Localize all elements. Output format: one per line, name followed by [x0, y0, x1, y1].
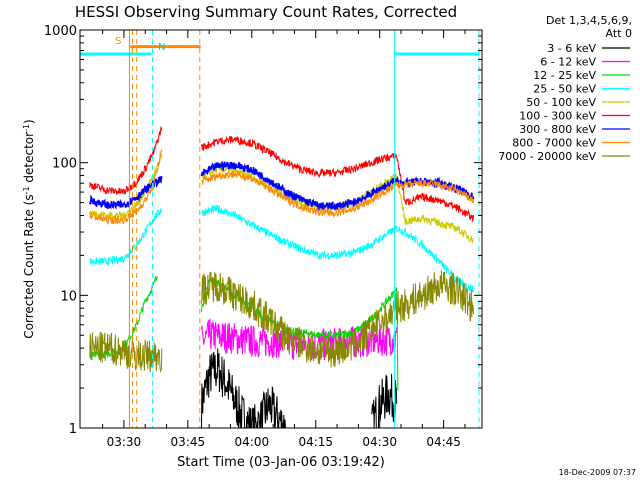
x-tick-label: 04:15 — [298, 435, 333, 449]
series-line-4 — [89, 204, 474, 293]
y-axis: 1 10 100 1000 — [44, 24, 482, 437]
x-tick-label: 03:30 — [107, 435, 142, 449]
x-axis: 03:30 03:45 04:00 04:15 04:30 04:45 — [102, 30, 466, 449]
legend-label-1: 3 - 6 keV — [547, 42, 596, 55]
series-line-1 — [201, 348, 398, 429]
legend-label-6: 100 - 300 keV — [519, 110, 596, 123]
legend-label-4: 25 - 50 keV — [533, 83, 596, 96]
x-tick-label: 04:00 — [235, 435, 270, 449]
markers-layer — [128, 30, 480, 428]
saa-flag-label: S — [115, 36, 121, 47]
series-line-6 — [89, 126, 474, 223]
series-line-7 — [89, 160, 475, 212]
y-axis-label-main: Corrected Count Rate (s — [22, 194, 36, 338]
night-flag-label: N — [158, 42, 165, 53]
x-tick-label: 03:45 — [171, 435, 206, 449]
legend-header-attenuator: Att 0 — [606, 27, 632, 40]
legend-label-7: 300 - 800 keV — [519, 123, 596, 136]
series-layer — [89, 126, 475, 429]
y-tick-label: 1000 — [44, 24, 77, 39]
y-tick-label: 100 — [52, 157, 77, 172]
legend-header-detectors: Det 1,3,4,5,6,9, — [546, 14, 632, 27]
y-tick-label: 1 — [69, 422, 77, 437]
series-line-8 — [89, 149, 474, 226]
legend-label-3: 12 - 25 keV — [533, 69, 596, 82]
series-line-9 — [89, 270, 474, 374]
y-axis-label-end: ) — [22, 119, 36, 124]
y-axis-label-sup2: -1 — [22, 124, 31, 132]
chart-title: HESSI Observing Summary Count Rates, Cor… — [75, 3, 457, 21]
plot-frame — [79, 29, 483, 429]
x-axis-label: Start Time (03-Jan-06 03:19:42) — [177, 455, 385, 470]
y-axis-label-sup1: -1 — [22, 186, 31, 194]
legend-label-9: 7000 - 20000 keV — [498, 150, 596, 163]
x-tick-label: 04:30 — [362, 435, 397, 449]
legend-label-5: 50 - 100 keV — [526, 96, 596, 109]
y-axis-label-mid: detector — [22, 132, 36, 187]
y-tick-label: 10 — [60, 289, 77, 304]
legend-label-8: 800 - 7000 keV — [512, 137, 596, 150]
legend-label-2: 6 - 12 keV — [540, 56, 596, 69]
flags-layer — [80, 45, 480, 56]
x-tick-label: 04:45 — [426, 435, 461, 449]
timestamp: 18-Dec-2009 07:37 — [559, 468, 636, 477]
y-axis-label: Corrected Count Rate (s-1 detector-1) — [22, 119, 36, 338]
